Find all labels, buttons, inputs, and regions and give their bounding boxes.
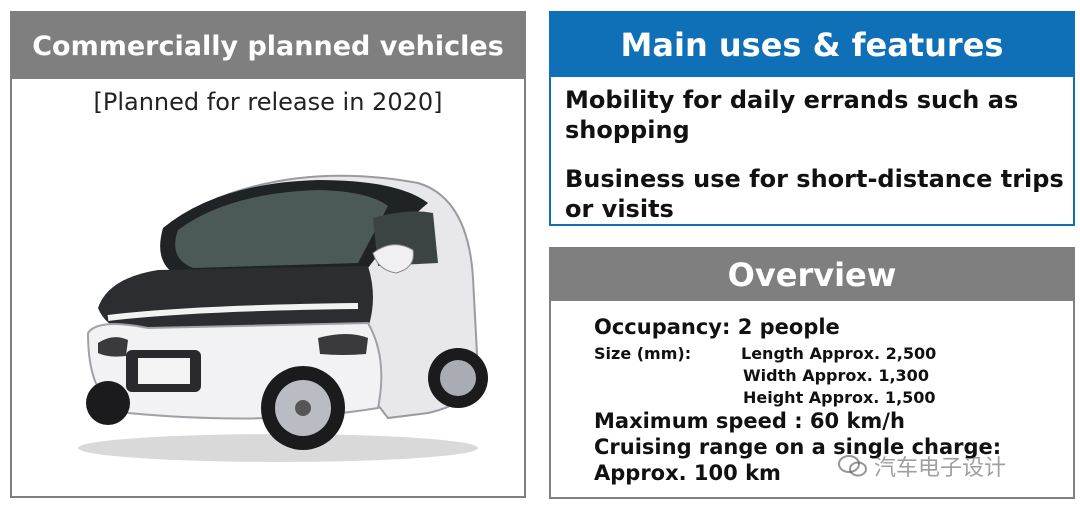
release-note: [Planned for release in 2020] — [93, 88, 443, 116]
size-width: Width Approx. 1,300 — [743, 366, 929, 385]
occupancy: Occupancy: 2 people — [594, 315, 840, 339]
cruising-range-label: Cruising range on a single charge: — [594, 435, 1002, 459]
size-height: Height Approx. 1,500 — [743, 388, 936, 407]
max-speed: Maximum speed : 60 km/h — [594, 409, 905, 433]
size-label: Size (mm): — [594, 344, 692, 363]
vehicle-image — [78, 174, 488, 462]
feature-item-errands: Mobility for daily errands such as shopp… — [565, 86, 1019, 144]
overview-title: Overview — [551, 249, 1073, 301]
feature-item-business: Business use for short-distance trips or… — [565, 165, 1064, 223]
vehicle-panel: Commercially planned vehicles [Planned f… — [10, 11, 526, 498]
vehicle-panel-title: Commercially planned vehicles — [12, 13, 524, 79]
watermark: 汽车电子设计 — [838, 450, 1006, 482]
cruising-range-value: Approx. 100 km — [594, 461, 781, 485]
wechat-icon — [838, 455, 867, 477]
features-panel: Main uses & features Mobility for daily … — [549, 11, 1075, 226]
features-title: Main uses & features — [551, 13, 1073, 77]
watermark-text: 汽车电子设计 — [874, 456, 1007, 481]
overview-panel: Overview Occupancy: 2 people Size (mm): … — [549, 247, 1075, 499]
size-length: Length Approx. 2,500 — [741, 344, 937, 363]
